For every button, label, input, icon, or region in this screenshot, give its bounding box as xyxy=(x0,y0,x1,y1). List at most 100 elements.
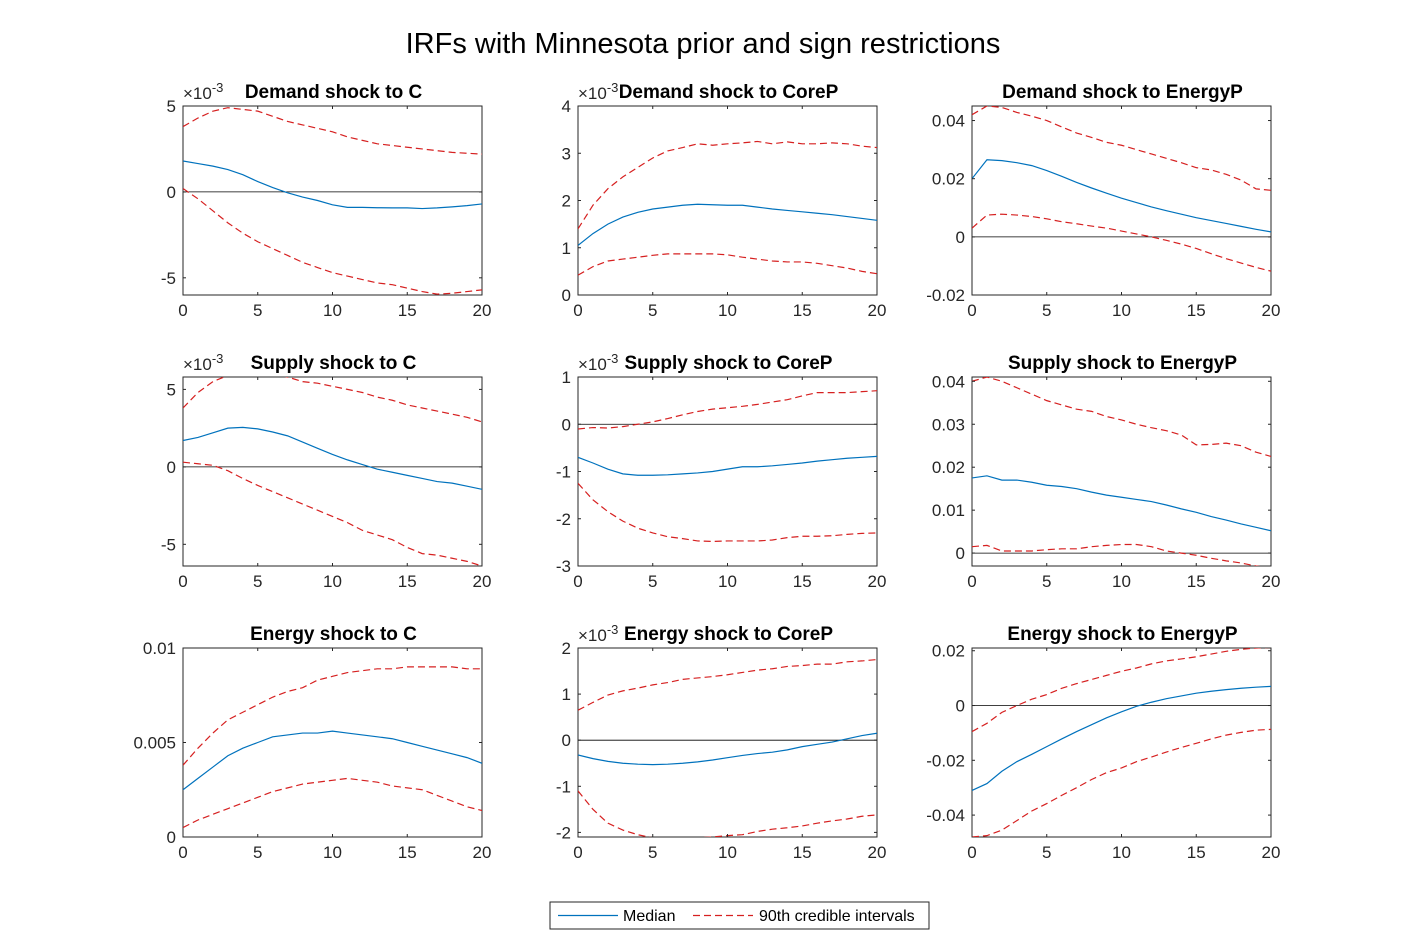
median-line xyxy=(972,475,1271,532)
x-tick-label: 5 xyxy=(648,301,657,320)
series-group xyxy=(183,666,482,829)
panel-title: Demand shock to EnergyP xyxy=(1002,82,1243,103)
y-tick-label: 0 xyxy=(562,731,571,750)
y-tick-label: 0.01 xyxy=(932,501,965,520)
lower-band-line xyxy=(578,482,877,543)
series-group xyxy=(578,390,877,543)
series-group xyxy=(578,140,877,276)
x-tick-label: 10 xyxy=(323,301,342,320)
x-tick-label: 0 xyxy=(573,843,582,862)
y-tick-label: 0.02 xyxy=(932,170,965,189)
y-tick-label: 0 xyxy=(562,415,571,434)
x-tick-label: 15 xyxy=(398,301,417,320)
y-tick-label: -1 xyxy=(556,777,571,796)
y-tick-label: -0.02 xyxy=(926,751,965,770)
panel-title: Supply shock to EnergyP xyxy=(1008,353,1237,374)
panel-4: 0 5 10 15 20-505×10-3 Supply shock to C xyxy=(161,351,492,591)
y-tick-label: 2 xyxy=(562,639,571,658)
x-tick-label: 10 xyxy=(1112,843,1131,862)
series-group xyxy=(972,106,1271,272)
legend: Median 90th credible intervals xyxy=(549,901,930,930)
x-tick-label: 0 xyxy=(573,572,582,591)
y-tick-label: -2 xyxy=(556,510,571,529)
panel-title: Supply shock to C xyxy=(251,353,417,374)
x-tick-label: 20 xyxy=(1262,843,1281,862)
plot-area xyxy=(577,376,878,567)
y-tick-label: -5 xyxy=(161,535,176,554)
x-tick-label: 5 xyxy=(253,301,262,320)
x-tick-label: 0 xyxy=(967,572,976,591)
panel-9: 0 5 10 15 20 -0.04 -0.02 0 0.02 Energy shock to E… xyxy=(926,624,1280,862)
median-line xyxy=(183,160,482,210)
upper-band-line xyxy=(972,648,1271,733)
panel-2: 0 5 10 15 20 0 1 2 3 4 ×10-3 Demand shock to CoreP xyxy=(562,80,887,320)
plot-area xyxy=(971,647,1272,838)
lower-band-line xyxy=(972,728,1271,837)
x-tick-label: 0 xyxy=(573,301,582,320)
x-tick-label: 15 xyxy=(1187,301,1206,320)
panel-8: 0 5 10 15 20 -2 -1 0 1 2 ×10-3 Energy shock to Core… xyxy=(556,622,887,862)
y-tick-label: 1 xyxy=(562,368,571,387)
x-tick-label: 5 xyxy=(253,843,262,862)
x-tick-label: 20 xyxy=(868,572,887,591)
legend-median-label: Median xyxy=(623,908,675,925)
legend-bands-label: 90th credible intervals xyxy=(759,908,915,925)
x-tick-label: 5 xyxy=(1042,301,1051,320)
panel-title: Energy shock to EnergyP xyxy=(1007,624,1238,645)
plot-area xyxy=(971,376,1272,567)
y-tick-label: -5 xyxy=(161,269,176,288)
median-line xyxy=(972,159,1271,233)
x-tick-label: 0 xyxy=(178,301,187,320)
x-tick-label: 15 xyxy=(793,572,812,591)
upper-band-line xyxy=(183,377,482,423)
median-line xyxy=(578,455,877,476)
plot-area xyxy=(182,376,483,567)
figure-title: IRFs with Minnesota prior and sign restr… xyxy=(406,28,1001,60)
lower-band-line xyxy=(183,461,482,566)
median-line xyxy=(578,203,877,246)
axis-exponent: ×10-3 xyxy=(578,351,618,374)
y-tick-label: -0.02 xyxy=(926,286,965,305)
panels-grid: 0 5 10 15 20-505×10-3 Demand shock to C0 5 10 15… xyxy=(133,80,1280,862)
median-line xyxy=(183,426,482,490)
x-tick-label: 15 xyxy=(398,843,417,862)
y-tick-label: 5 xyxy=(167,380,176,399)
y-tick-label: 0.005 xyxy=(133,734,176,753)
x-tick-label: 15 xyxy=(1187,572,1206,591)
y-tick-label: 0.02 xyxy=(932,458,965,477)
x-tick-label: 10 xyxy=(718,843,737,862)
upper-band-line xyxy=(578,658,877,711)
y-tick-label: 0.04 xyxy=(932,372,965,391)
x-tick-label: 0 xyxy=(967,843,976,862)
median-line xyxy=(578,732,877,766)
y-tick-label: -0.04 xyxy=(926,806,965,825)
panel-5: 0 5 10 15 20 -3 -2 -1 0 1 ×10-3 Supply shock to Cor… xyxy=(556,351,887,591)
plot-area xyxy=(971,105,1272,296)
plot-area xyxy=(577,105,878,296)
x-tick-label: 15 xyxy=(1187,843,1206,862)
y-tick-label: 4 xyxy=(562,97,571,116)
series-group xyxy=(972,648,1271,837)
x-tick-label: 5 xyxy=(648,843,657,862)
upper-band-line xyxy=(183,107,482,155)
panel-title: Energy shock to CoreP xyxy=(624,624,833,645)
panel-title: Supply shock to CoreP xyxy=(625,353,833,374)
series-group xyxy=(183,107,482,295)
y-tick-label: 0.02 xyxy=(932,642,965,661)
y-tick-label: 0.04 xyxy=(932,112,965,131)
lower-band-line xyxy=(972,213,1271,272)
series-group xyxy=(972,377,1271,566)
median-line xyxy=(972,685,1271,791)
x-tick-label: 20 xyxy=(868,843,887,862)
upper-band-line xyxy=(578,140,877,230)
panel-6: 0 5 10 15 20 0 0.01 0.02 0.03 0.04 Supply shock to… xyxy=(932,353,1281,591)
panel-title: Demand shock to C xyxy=(245,82,423,103)
upper-band-line xyxy=(972,106,1271,191)
y-tick-label: 2 xyxy=(562,192,571,211)
x-tick-label: 10 xyxy=(718,301,737,320)
lower-band-line xyxy=(578,253,877,276)
axis-exponent: ×10-3 xyxy=(183,351,223,374)
x-tick-label: 20 xyxy=(1262,301,1281,320)
